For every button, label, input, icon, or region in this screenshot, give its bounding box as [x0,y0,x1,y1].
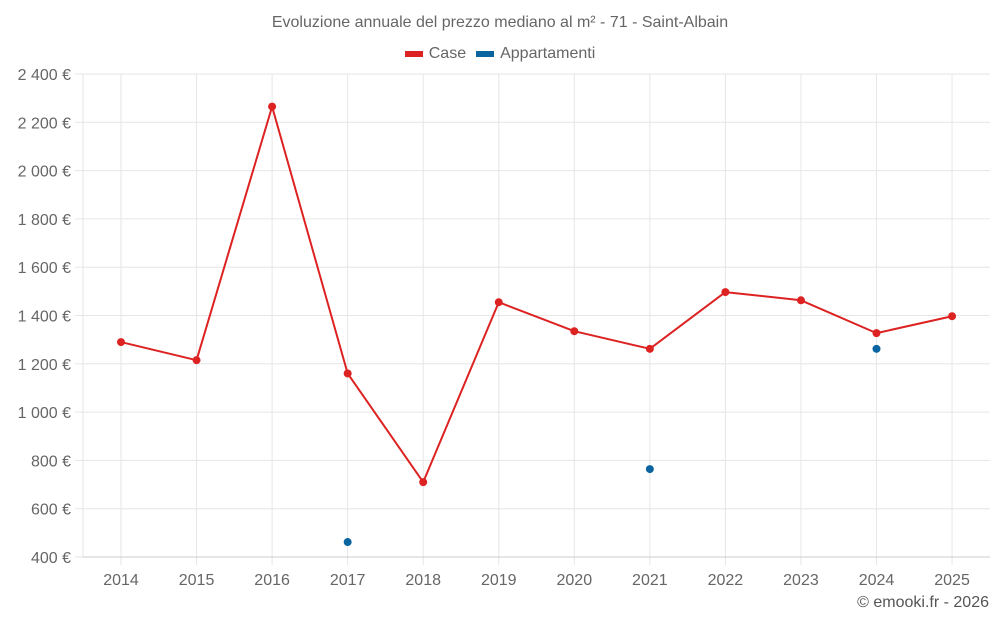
x-tick-label: 2017 [330,572,366,589]
x-tick-label: 2015 [179,572,215,589]
x-tick-label: 2014 [103,572,139,589]
data-point-case [117,338,125,347]
data-point-case [796,296,805,305]
data-point-case [192,356,201,365]
x-tick-label: 2019 [481,572,517,589]
y-tick-label: 1 400 € [18,309,71,326]
data-point-appartamenti [645,465,654,474]
y-tick-label: 2 000 € [18,164,71,181]
legend-label-case: Case [428,45,467,62]
x-tick-label: 2025 [934,572,970,589]
data-point-case [419,478,428,487]
x-tick-label: 2020 [557,572,593,589]
y-tick-label: 800 € [31,453,71,470]
legend-swatch-appartamenti [476,51,495,57]
y-tick-label: 1 000 € [18,405,71,422]
data-point-appartamenti [343,538,352,547]
y-tick-label: 600 € [31,502,71,519]
gridlines [82,73,990,565]
data-point-case [645,344,654,353]
data-point-case [948,312,957,321]
x-tick-label: 2024 [859,572,895,589]
legend-swatch-case [404,51,423,57]
data-point-case [570,327,579,336]
y-tick-label: 1 600 € [18,260,71,277]
y-tick-label: 1 200 € [18,357,71,374]
x-tick-label: 2023 [783,572,819,589]
y-tick-label: 2 400 € [18,67,71,84]
legend-item-appartamenti[interactable]: Appartamenti [476,45,595,63]
legend-label-appartamenti: Appartamenti [500,45,596,62]
data-point-case [872,329,881,338]
x-tick-label: 2016 [254,572,290,589]
x-tick-label: 2022 [708,572,744,589]
data-point-case [343,369,352,378]
series-layer [117,102,957,547]
data-point-case [721,288,730,297]
y-tick-label: 400 € [31,550,71,567]
legend: Case Appartamenti [0,45,1000,63]
x-axis: 2014 2015 2016 2017 2018 2019 2020 2021 2022 2023… [83,556,990,589]
data-point-case [494,298,503,307]
y-tick-label: 2 200 € [18,115,71,132]
series-line-case [120,105,953,484]
y-axis: 400 € 600 € 800 € 1 000 € 1 200 € 1 400 € 1 60… [18,67,83,567]
data-point-appartamenti [872,344,881,353]
credit-text: © emooki.fr - 2026 [857,594,989,611]
y-tick-label: 1 800 € [18,212,71,229]
legend-item-case[interactable]: Case [404,45,467,63]
chart-title: Evoluzione annuale del prezzo mediano al… [271,14,729,31]
x-tick-label: 2018 [405,572,441,589]
data-point-case [268,102,277,111]
x-tick-label: 2021 [632,572,668,589]
